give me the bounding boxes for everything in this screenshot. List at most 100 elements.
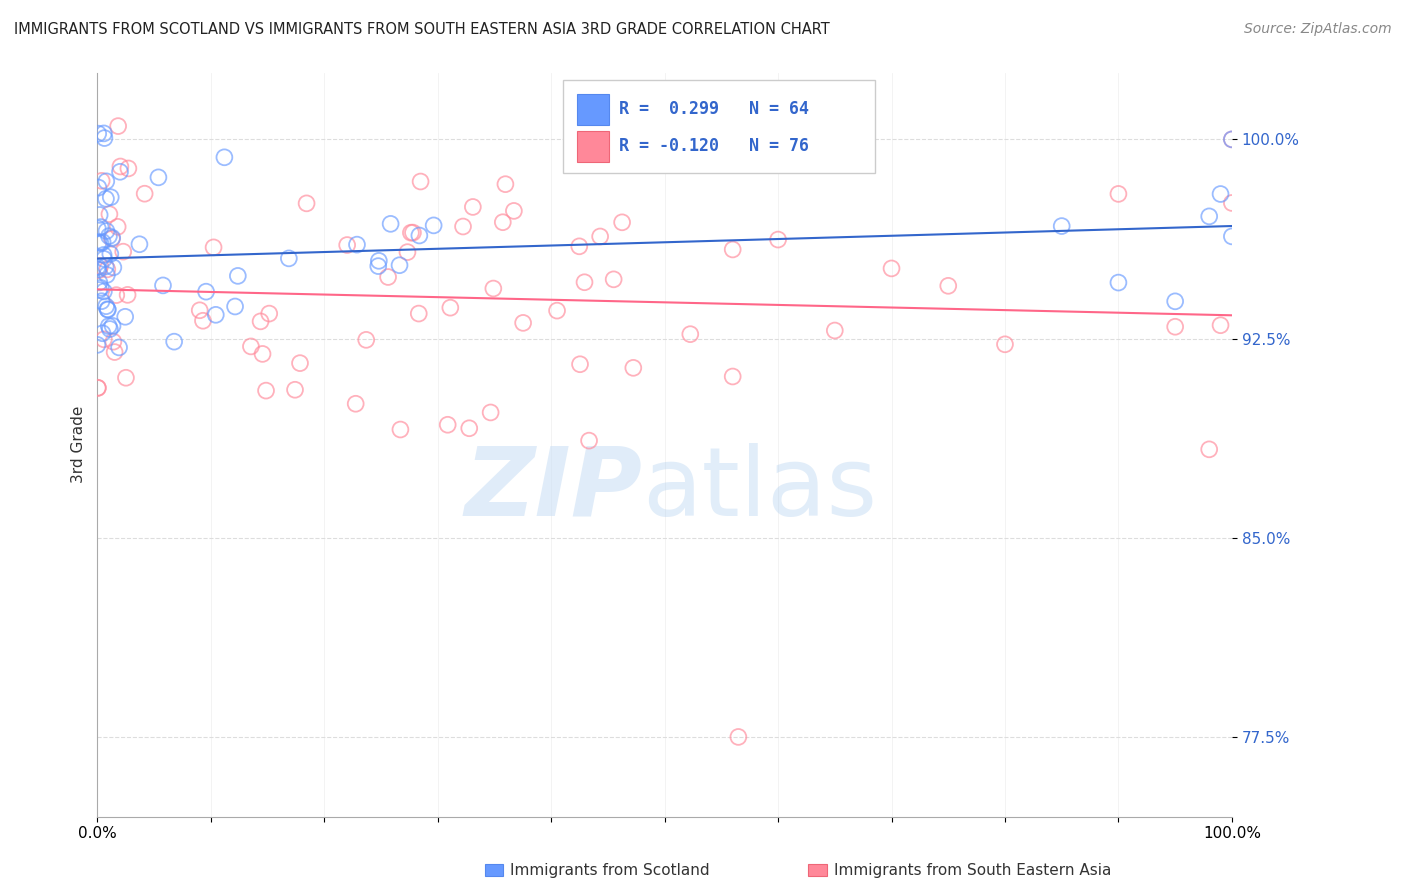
Point [87, 262, 110, 277]
Point [224, 300, 246, 314]
Point [402, 226, 425, 240]
Point [252, 347, 274, 361]
Point [89, 236, 111, 251]
Point [1209, 186, 1232, 201]
Point [152, 278, 174, 293]
Point [458, 421, 481, 435]
Point [1107, 186, 1129, 201]
Bar [578, 131, 609, 162]
Point [1164, 294, 1187, 309]
Point [91, 235, 114, 249]
Point [93, 248, 115, 262]
Point [284, 383, 307, 397]
Point [422, 219, 444, 233]
Point [439, 301, 461, 315]
Point [91, 326, 114, 341]
Point [239, 339, 262, 353]
Point [93, 252, 115, 266]
Point [134, 186, 156, 201]
Point [94, 260, 117, 274]
Point [546, 303, 568, 318]
Point [107, 119, 129, 133]
Point [354, 333, 377, 347]
Point [97, 302, 120, 317]
Text: IMMIGRANTS FROM SCOTLAND VS IMMIGRANTS FROM SOUTH EASTERN ASIA 3RD GRADE CORRELA: IMMIGRANTS FROM SCOTLAND VS IMMIGRANTS F… [14, 22, 830, 37]
Point [117, 288, 139, 302]
Point [574, 275, 596, 289]
Point [128, 237, 150, 252]
Point [479, 405, 502, 419]
Point [100, 190, 122, 204]
Point [110, 160, 132, 174]
Point [589, 229, 612, 244]
Bar [578, 94, 609, 125]
Point [86, 260, 108, 274]
Point [191, 314, 214, 328]
Point [226, 268, 249, 283]
Point [482, 281, 505, 295]
Point [98, 247, 121, 261]
Point [344, 397, 367, 411]
Point [87, 263, 110, 277]
Point [336, 238, 359, 252]
Point [568, 239, 591, 253]
FancyBboxPatch shape [562, 80, 875, 173]
Point [96, 262, 118, 277]
Point [87, 127, 110, 141]
Point [94, 192, 117, 206]
Point [98, 207, 121, 221]
Point [578, 434, 600, 448]
Point [96, 302, 118, 317]
Point [721, 243, 744, 257]
Point [408, 307, 430, 321]
Point [346, 237, 368, 252]
Point [114, 310, 136, 324]
Point [399, 226, 422, 240]
Point [89, 208, 111, 222]
Point [87, 381, 110, 395]
Point [380, 217, 402, 231]
Point [101, 231, 124, 245]
Point [204, 308, 226, 322]
Point [105, 288, 128, 302]
Point [117, 161, 139, 176]
Point [461, 200, 484, 214]
Point [103, 334, 125, 349]
Text: Immigrants from South Eastern Asia: Immigrants from South Eastern Asia [834, 863, 1111, 878]
Point [108, 340, 131, 354]
Text: Source: ZipAtlas.com: Source: ZipAtlas.com [1244, 22, 1392, 37]
Point [214, 150, 236, 164]
Point [492, 215, 515, 229]
Point [1209, 318, 1232, 333]
Point [94, 299, 117, 313]
Point [98, 322, 121, 336]
Point [451, 219, 474, 234]
Point [97, 319, 120, 334]
Point [96, 268, 118, 282]
Point [87, 381, 110, 395]
Text: R = -0.120   N = 76: R = -0.120 N = 76 [619, 136, 810, 155]
Point [257, 307, 280, 321]
Point [1220, 229, 1243, 244]
Point [389, 423, 412, 437]
Point [936, 278, 959, 293]
Point [86, 338, 108, 352]
Point [502, 203, 524, 218]
Point [254, 384, 277, 398]
Point [195, 285, 218, 299]
Point [727, 730, 749, 744]
Point [87, 283, 110, 297]
Point [1220, 132, 1243, 146]
Point [90, 220, 112, 235]
Point [93, 131, 115, 145]
Text: atlas: atlas [643, 443, 877, 536]
Point [1050, 219, 1073, 233]
Point [436, 417, 458, 432]
Point [90, 281, 112, 295]
Point [824, 324, 846, 338]
Point [621, 360, 644, 375]
Point [367, 253, 389, 268]
Point [512, 316, 534, 330]
Point [103, 260, 125, 275]
Point [93, 332, 115, 346]
